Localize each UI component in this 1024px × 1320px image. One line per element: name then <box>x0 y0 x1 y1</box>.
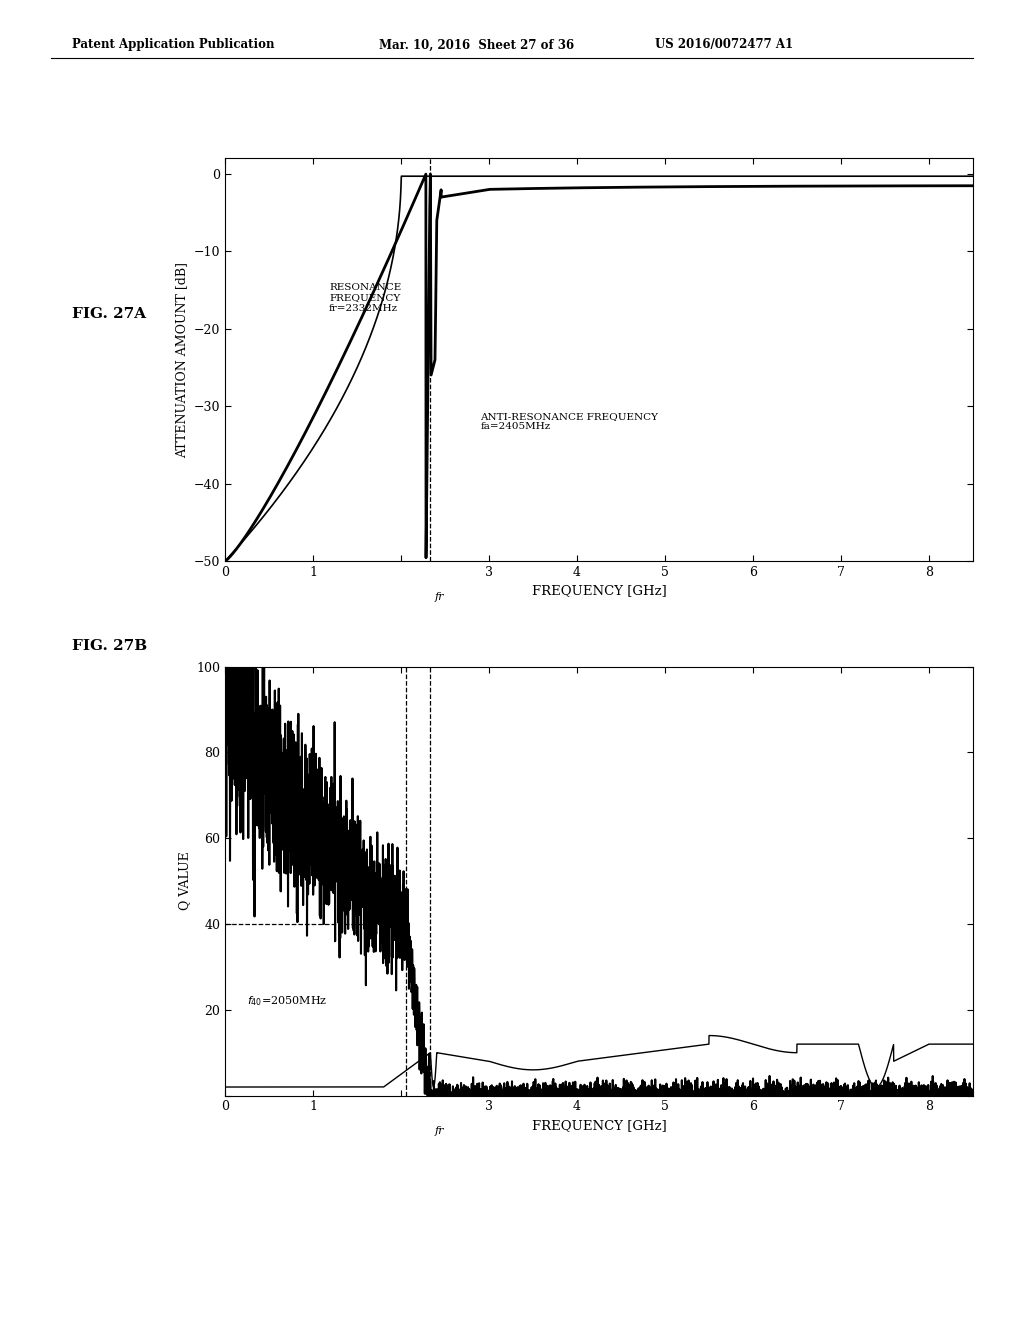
Text: FIG. 27B: FIG. 27B <box>72 639 146 653</box>
Text: ANTI-RESONANCE FREQUENCY
fa=2405MHz: ANTI-RESONANCE FREQUENCY fa=2405MHz <box>480 412 658 432</box>
Text: Patent Application Publication: Patent Application Publication <box>72 38 274 51</box>
Y-axis label: Q VALUE: Q VALUE <box>178 851 190 911</box>
Text: fr: fr <box>435 591 444 602</box>
X-axis label: FREQUENCY [GHz]: FREQUENCY [GHz] <box>531 1119 667 1133</box>
Text: FIG. 27A: FIG. 27A <box>72 306 145 321</box>
Text: RESONANCE
FREQUENCY
fr=2332MHz: RESONANCE FREQUENCY fr=2332MHz <box>329 282 401 313</box>
Text: Mar. 10, 2016  Sheet 27 of 36: Mar. 10, 2016 Sheet 27 of 36 <box>379 38 574 51</box>
X-axis label: FREQUENCY [GHz]: FREQUENCY [GHz] <box>531 585 667 598</box>
Y-axis label: ATTENUATION AMOUNT [dB]: ATTENUATION AMOUNT [dB] <box>175 261 188 458</box>
Text: US 2016/0072477 A1: US 2016/0072477 A1 <box>655 38 794 51</box>
Text: $f_{40}$=2050MHz: $f_{40}$=2050MHz <box>247 994 328 1008</box>
Text: fr: fr <box>435 1126 444 1135</box>
